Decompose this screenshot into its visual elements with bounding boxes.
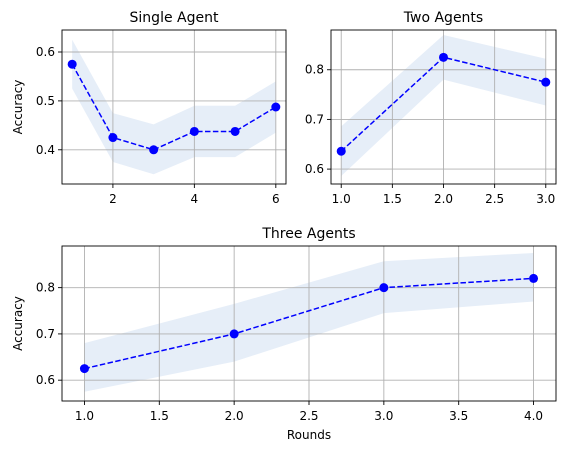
y-tick-label: 0.8 [305,63,324,77]
series-line [84,277,534,370]
data-point [271,102,281,112]
x-tick-label: 2.5 [299,409,318,423]
chart-three-agents: 1.0 1.5 2.0 2.5 3.0 3.5 4.0 0.6 0.7 0.8 Three Agen… [11,226,557,442]
x-tick-label: 1.0 [75,409,94,423]
y-tick-label: 0.7 [305,112,324,126]
x-tick-label: 3.0 [374,409,393,423]
x-tick-label: 1.0 [332,192,351,206]
plot-frame [61,29,287,185]
y-tick-label: 0.6 [305,162,324,176]
data-point [189,126,199,136]
y-tick-label: 0.7 [36,327,55,341]
x-tick-label: 4.0 [524,409,543,423]
data-point [79,364,89,374]
chart-single-agent: 2 4 6 0.4 0.5 0.6 Single Agent Accuracy [11,10,287,206]
x-tick-label: 6 [272,192,280,206]
chart-title: Two Agents [403,10,483,26]
data-point [336,146,346,156]
data-point [541,77,551,87]
data-point [379,283,389,293]
confidence-band [72,39,276,175]
data-point [529,273,539,283]
chart-two-agents: 1.0 1.5 2.0 2.5 3.0 0.6 0.7 0.8 Two Agents [305,10,557,206]
data-point [229,329,239,339]
data-point [439,52,448,62]
chart-title: Single Agent [130,10,219,26]
x-tick-label: 4 [191,192,199,206]
y-axis-title: Accuracy [11,296,25,351]
data-point [67,59,77,69]
y-tick-label: 0.5 [36,94,55,108]
y-axis-title: Accuracy [11,80,25,135]
y-tick-label: 0.6 [36,45,55,59]
x-tick-label: 1.5 [383,192,402,206]
x-tick-label: 3.0 [536,192,555,206]
x-tick-label: 2.5 [485,192,504,206]
data-point [230,126,240,136]
y-tick-label: 0.6 [36,373,55,387]
chart-title: Three Agents [261,226,355,242]
y-tick-label: 0.8 [36,281,55,295]
x-tick-label: 3.5 [449,409,468,423]
data-point [149,145,159,155]
x-tick-label: 1.5 [150,409,169,423]
x-axis-title: Rounds [287,428,331,442]
data-point [108,133,118,143]
y-tick-label: 0.4 [36,143,55,157]
x-tick-label: 2.0 [225,409,244,423]
x-tick-label: 2 [109,192,117,206]
x-tick-label: 2.0 [434,192,453,206]
